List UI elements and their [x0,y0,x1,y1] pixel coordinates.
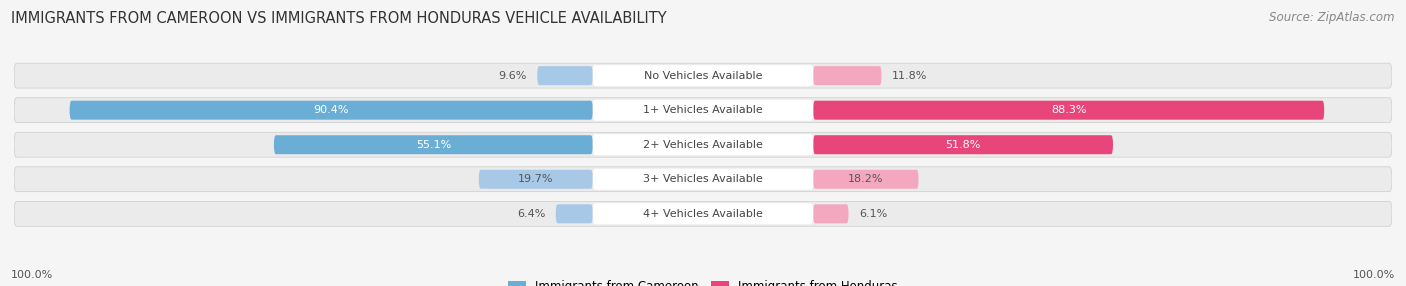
Legend: Immigrants from Cameroon, Immigrants from Honduras: Immigrants from Cameroon, Immigrants fro… [503,276,903,286]
Text: 51.8%: 51.8% [945,140,981,150]
Text: 2+ Vehicles Available: 2+ Vehicles Available [643,140,763,150]
FancyBboxPatch shape [14,167,1392,192]
FancyBboxPatch shape [14,63,1392,88]
Text: 1+ Vehicles Available: 1+ Vehicles Available [643,105,763,115]
FancyBboxPatch shape [593,100,813,121]
Text: No Vehicles Available: No Vehicles Available [644,71,762,81]
Text: 90.4%: 90.4% [314,105,349,115]
FancyBboxPatch shape [479,170,593,189]
Text: Source: ZipAtlas.com: Source: ZipAtlas.com [1270,11,1395,24]
FancyBboxPatch shape [274,135,593,154]
FancyBboxPatch shape [70,101,593,120]
Text: 55.1%: 55.1% [416,140,451,150]
Text: 3+ Vehicles Available: 3+ Vehicles Available [643,174,763,184]
Text: 9.6%: 9.6% [499,71,527,81]
Text: 88.3%: 88.3% [1050,105,1087,115]
Text: 19.7%: 19.7% [517,174,554,184]
Text: 4+ Vehicles Available: 4+ Vehicles Available [643,209,763,219]
FancyBboxPatch shape [555,204,593,223]
FancyBboxPatch shape [537,66,593,85]
FancyBboxPatch shape [593,134,813,155]
Text: 6.1%: 6.1% [859,209,887,219]
FancyBboxPatch shape [813,204,849,223]
FancyBboxPatch shape [14,132,1392,157]
FancyBboxPatch shape [813,101,1324,120]
FancyBboxPatch shape [813,66,882,85]
FancyBboxPatch shape [14,201,1392,226]
Text: 6.4%: 6.4% [517,209,546,219]
FancyBboxPatch shape [813,135,1114,154]
Text: 100.0%: 100.0% [1353,270,1395,280]
FancyBboxPatch shape [813,170,918,189]
Text: 100.0%: 100.0% [11,270,53,280]
FancyBboxPatch shape [593,169,813,190]
FancyBboxPatch shape [593,203,813,224]
Text: 11.8%: 11.8% [891,71,927,81]
Text: IMMIGRANTS FROM CAMEROON VS IMMIGRANTS FROM HONDURAS VEHICLE AVAILABILITY: IMMIGRANTS FROM CAMEROON VS IMMIGRANTS F… [11,11,666,26]
Text: 18.2%: 18.2% [848,174,883,184]
FancyBboxPatch shape [14,98,1392,123]
FancyBboxPatch shape [593,65,813,86]
